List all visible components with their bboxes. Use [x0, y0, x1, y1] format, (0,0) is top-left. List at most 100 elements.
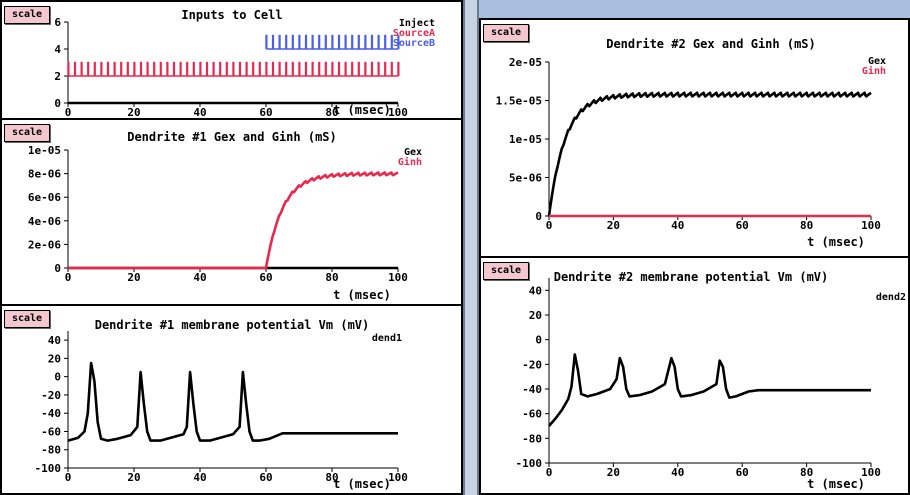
- scale-button[interactable]: scale: [4, 310, 50, 328]
- x-axis-label: t (msec): [333, 477, 391, 491]
- legend-entry: Ginh: [862, 65, 886, 77]
- x-tick-label: 100: [388, 106, 408, 119]
- chart-title: Inputs to Cell: [181, 8, 282, 22]
- series-line-dend2: [548, 353, 871, 427]
- separator-edge-right: [477, 0, 479, 495]
- x-tick-label: 60: [259, 106, 272, 119]
- y-tick-label: -80: [522, 432, 542, 445]
- x-tick-label: 60: [259, 271, 272, 284]
- x-tick-label: 20: [607, 466, 620, 479]
- y-tick-label: 6e-06: [28, 191, 61, 204]
- x-tick-label: 0: [65, 271, 72, 284]
- x-tick-label: 80: [325, 471, 338, 484]
- y-tick-label: 20: [529, 309, 542, 322]
- chart-title: Dendrite #1 Gex and Ginh (mS): [127, 130, 337, 144]
- legend-entry: SourceA: [393, 28, 435, 39]
- y-tick-label: 2e-05: [509, 56, 542, 69]
- y-tick-label: -20: [41, 389, 61, 402]
- y-tick-label: -80: [41, 444, 61, 457]
- chart-dendrite1-vm: Dendrite #1 membrane potential Vm (mV)de…: [35, 318, 408, 491]
- panel-dendrite1-conductance: Dendrite #1 Gex and Ginh (mS) Gex Ginh 0 20 4…: [0, 118, 463, 306]
- legend-entry: dend2: [876, 292, 906, 303]
- y-tick-label: 0: [535, 210, 542, 223]
- legend-entry: Inject: [399, 17, 435, 29]
- y-tick-label: 2: [54, 70, 61, 83]
- legend-entry: Gex: [868, 56, 886, 67]
- y-tick-label: 40: [529, 284, 542, 297]
- y-tick-label: -60: [522, 408, 542, 421]
- x-axis-label: t (msec): [333, 103, 391, 117]
- legend-entry: Ginh: [398, 156, 422, 168]
- y-tick-label: 4: [54, 43, 61, 56]
- series-line-gex: [547, 91, 872, 217]
- scale-button[interactable]: scale: [483, 24, 529, 42]
- x-tick-label: 100: [388, 271, 408, 284]
- x-tick-label: 80: [325, 271, 338, 284]
- x-tick-label: 20: [607, 219, 620, 232]
- scale-button[interactable]: scale: [4, 6, 50, 24]
- x-tick-label: 20: [127, 271, 140, 284]
- y-tick-label: 0: [54, 97, 61, 110]
- legend-entry: dend1: [372, 333, 402, 344]
- x-tick-label: 100: [861, 466, 881, 479]
- legend-entry: Gex: [404, 147, 422, 158]
- y-tick-label: -40: [41, 407, 61, 420]
- scale-button[interactable]: scale: [483, 262, 529, 280]
- x-tick-label: 40: [671, 466, 684, 479]
- x-axis-label: t (msec): [807, 477, 865, 491]
- series-line-sourceb: [265, 34, 400, 50]
- y-tick-label: -20: [522, 358, 542, 371]
- x-tick-label: 0: [65, 471, 72, 484]
- chart-title: Dendrite #2 membrane potential Vm (mV): [554, 270, 829, 284]
- x-tick-label: 0: [546, 219, 553, 232]
- y-tick-label: -100: [35, 462, 62, 475]
- y-tick-label: 20: [48, 352, 61, 365]
- chart-title: Dendrite #2 Gex and Ginh (mS): [606, 37, 816, 51]
- y-tick-label: -40: [522, 383, 542, 396]
- y-tick-label: 0: [54, 371, 61, 384]
- y-tick-label: -60: [41, 425, 61, 438]
- chart-title: Dendrite #1 membrane potential Vm (mV): [95, 318, 370, 332]
- x-tick-label: 60: [736, 466, 749, 479]
- x-tick-label: 40: [193, 271, 206, 284]
- panel-dendrite2-vm: Dendrite #2 membrane potential Vm (mV) de…: [479, 256, 910, 495]
- y-tick-label: 2e-06: [28, 238, 61, 251]
- chart-dendrite2-vm: Dendrite #2 membrane potential Vm (mV) de…: [516, 270, 907, 491]
- x-tick-label: 40: [193, 471, 206, 484]
- y-tick-label: 1e-05: [28, 144, 61, 157]
- y-tick-label: -100: [516, 457, 543, 470]
- y-tick-label: 1.5e-05: [496, 95, 542, 108]
- panel-separator[interactable]: [463, 0, 479, 495]
- y-tick-label: 6: [54, 16, 61, 29]
- x-tick-label: 100: [388, 471, 408, 484]
- panel-dendrite1-vm: Dendrite #1 membrane potential Vm (mV) de…: [0, 304, 463, 495]
- series-line-sourcea: [67, 61, 400, 77]
- y-tick-label: 1e-05: [509, 133, 542, 146]
- x-tick-label: 60: [736, 219, 749, 232]
- x-tick-label: 0: [546, 466, 553, 479]
- scale-button[interactable]: scale: [4, 124, 50, 142]
- x-tick-label: 20: [127, 471, 140, 484]
- y-tick-label: 4e-06: [28, 215, 61, 228]
- x-tick-label: 40: [671, 219, 684, 232]
- x-tick-label: 80: [325, 106, 338, 119]
- legend-entry: SourceB: [393, 38, 435, 49]
- x-axis-label: t (msec): [333, 288, 391, 302]
- series-line-dend1: [67, 361, 398, 442]
- x-tick-label: 80: [800, 219, 813, 232]
- x-tick-label: 0: [65, 106, 72, 119]
- x-tick-label: 60: [259, 471, 272, 484]
- series-line-ginh: [68, 171, 399, 270]
- y-tick-label: 8e-06: [28, 168, 61, 181]
- x-tick-label: 80: [800, 466, 813, 479]
- x-tick-label: 100: [861, 219, 881, 232]
- y-tick-label: 5e-06: [509, 172, 542, 185]
- y-tick-label: 0: [54, 262, 61, 275]
- panel-dendrite2-conductance: Dendrite #2 Gex and Ginh (mS) Gex Ginh 0 20 4…: [479, 18, 910, 258]
- x-tick-label: 20: [127, 106, 140, 119]
- y-tick-label: 0: [535, 334, 542, 347]
- separator-edge-left: [463, 0, 465, 495]
